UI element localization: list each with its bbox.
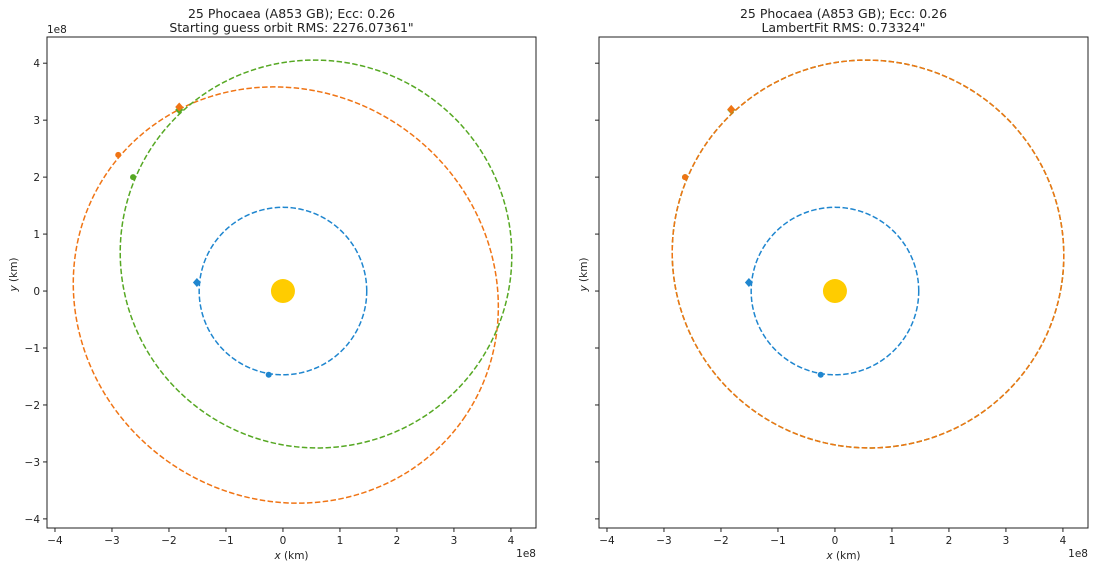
plot-area	[671, 59, 1065, 449]
y-tick-label: 3	[33, 115, 40, 127]
y-offset-label: 1e8	[47, 24, 67, 36]
x-tick-label: 2	[394, 535, 401, 547]
y-axis-var: y	[8, 285, 20, 293]
chart-title-line2: Starting guess orbit RMS: 2276.07361"	[169, 20, 413, 35]
y-tick-label: −3	[25, 457, 40, 469]
x-tick-label: 0	[280, 535, 287, 547]
plot-area	[72, 59, 513, 504]
x-axis-var: x	[273, 550, 281, 562]
x-tick-label: −4	[599, 535, 615, 547]
y-tick-label: −4	[25, 514, 41, 526]
x-tick-label: 1	[337, 535, 344, 547]
x-tick-label: 3	[1003, 535, 1010, 547]
marker-dot-5	[115, 151, 122, 158]
axes-frame	[598, 36, 1089, 529]
orbit-fit	[671, 59, 1065, 449]
x-tick-label: −2	[713, 535, 728, 547]
orbit-earth	[750, 206, 920, 376]
y-axis-label: y (km)	[578, 257, 590, 292]
chart-title-line1: 25 Phocaea (A853 GB); Ecc: 0.26	[188, 6, 395, 21]
x-tick-label: 3	[451, 535, 458, 547]
y-tick-label: 0	[33, 286, 40, 298]
marker-diamond-0	[744, 278, 753, 287]
y-tick-label: −2	[25, 400, 40, 412]
x-axis-label: x (km)	[825, 550, 860, 562]
x-axis-unit: (km)	[281, 550, 309, 562]
y-tick-label: −1	[25, 343, 40, 355]
x-offset-label: 1e8	[516, 548, 536, 560]
x-tick-label: 0	[832, 535, 839, 547]
chart-title-line1: 25 Phocaea (A853 GB); Ecc: 0.26	[740, 6, 947, 21]
x-tick-label: −4	[47, 535, 63, 547]
orbit-guess	[72, 86, 500, 504]
y-axis-unit: (km)	[8, 257, 20, 285]
orbit-earth	[198, 206, 368, 376]
x-tick-label: 1	[889, 535, 896, 547]
y-axis-unit: (km)	[578, 257, 590, 285]
chart-title-line2: LambertFit RMS: 0.73324"	[761, 20, 925, 35]
marker-diamond-4	[175, 102, 184, 112]
y-tick-label: 1	[33, 229, 40, 241]
orbit-true	[671, 59, 1065, 449]
x-tick-label: 2	[946, 535, 953, 547]
orbit-true	[119, 59, 513, 449]
axes-panel-2: 25 Phocaea (A853 GB); Ecc: 0.26LambertFi…	[578, 6, 1089, 562]
x-axis-var: x	[825, 550, 833, 562]
sun-marker	[822, 279, 847, 304]
axes-panel-1: 25 Phocaea (A853 GB); Ecc: 0.26Starting …	[8, 6, 537, 562]
marker-diamond-0	[192, 278, 201, 287]
x-axis-label: x (km)	[273, 550, 308, 562]
x-axis-unit: (km)	[833, 550, 861, 562]
x-tick-label: −3	[104, 535, 119, 547]
marker-diamond-4	[727, 104, 736, 114]
x-tick-label: −2	[161, 535, 176, 547]
sun-marker	[270, 279, 295, 304]
x-tick-label: 4	[508, 535, 515, 547]
marker-dot-1	[817, 371, 824, 378]
y-axis-var: y	[578, 285, 590, 293]
y-tick-label: 2	[33, 172, 40, 184]
y-tick-label: 4	[33, 58, 40, 70]
x-tick-label: 4	[1060, 535, 1067, 547]
axes-frame	[46, 36, 537, 529]
marker-dot-1	[265, 371, 272, 378]
x-tick-label: −3	[656, 535, 671, 547]
marker-dot-3	[130, 174, 137, 181]
x-offset-label: 1e8	[1068, 548, 1088, 560]
x-tick-label: −1	[218, 535, 233, 547]
x-tick-label: −1	[770, 535, 785, 547]
y-axis-label: y (km)	[8, 257, 20, 292]
marker-dot-5	[682, 174, 689, 181]
